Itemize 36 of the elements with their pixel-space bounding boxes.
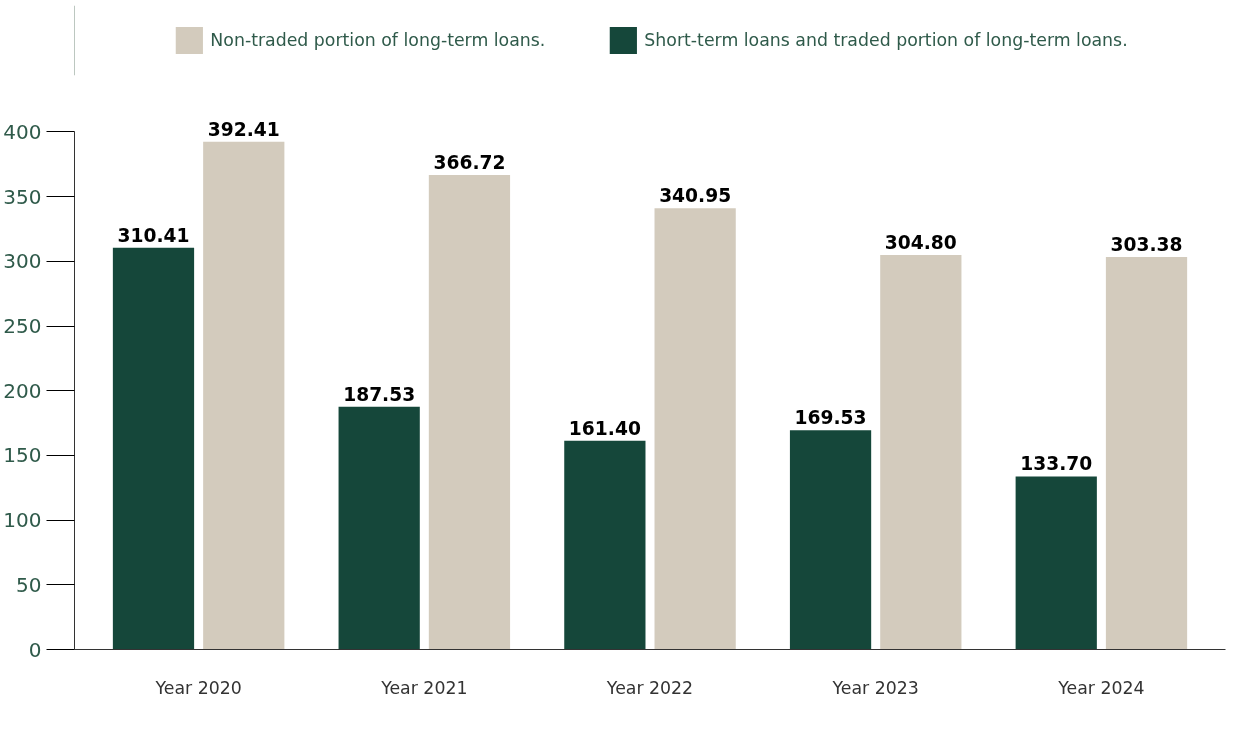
data-label: 303.38 (1110, 233, 1183, 255)
y-tick-label: 50 (16, 572, 42, 597)
data-label: 187.53 (343, 383, 416, 405)
bar (1105, 256, 1188, 650)
bar (112, 247, 195, 650)
data-label: 304.80 (884, 232, 957, 254)
legend-label: Non-traded portion of long-term loans. (210, 30, 546, 50)
x-tick-label: Year 2021 (380, 677, 468, 698)
bar (654, 208, 736, 650)
x-tick-label: Year 2022 (605, 677, 694, 698)
bar (203, 141, 285, 650)
y-tick-label: 100 (3, 508, 42, 533)
data-label: 392.41 (207, 118, 280, 140)
x-tick-label: Year 2023 (831, 677, 919, 698)
bar (428, 174, 511, 650)
bar (338, 406, 420, 650)
y-tick-label: 0 (28, 637, 42, 662)
y-tick-label: 400 (3, 119, 42, 144)
data-label: 310.41 (117, 224, 190, 246)
y-tick-label: 150 (3, 443, 42, 468)
bar (564, 440, 646, 650)
y-tick-label: 350 (3, 184, 42, 209)
y-tick-label: 300 (3, 249, 42, 274)
data-label: 133.70 (1020, 453, 1093, 475)
data-label: 366.72 (433, 151, 506, 173)
data-label: 340.95 (659, 185, 732, 207)
bar (880, 255, 962, 650)
data-label: 169.53 (794, 407, 867, 429)
x-tick-label: Year 2024 (1057, 677, 1145, 698)
y-tick-label: 200 (3, 378, 42, 403)
x-tick-label: Year 2020 (154, 677, 242, 698)
bar (1015, 476, 1097, 650)
data-label: 161.40 (568, 417, 641, 439)
y-tick-label: 250 (3, 314, 42, 338)
bar (789, 430, 872, 650)
legend-label: Short-term loans and traded portion of long-term loans. (644, 30, 1128, 50)
